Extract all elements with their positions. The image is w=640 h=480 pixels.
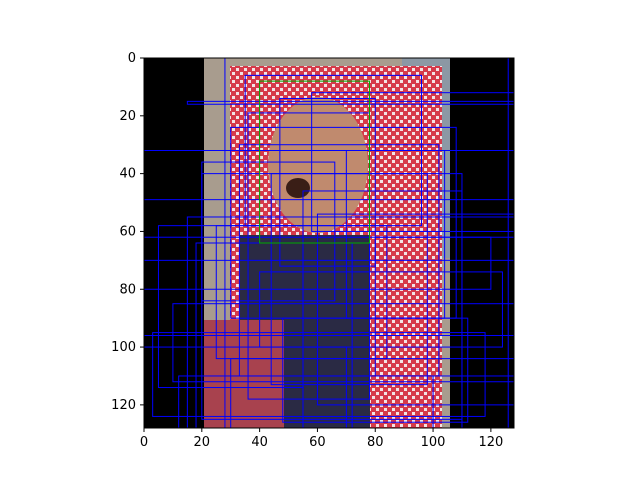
bounding-box xyxy=(247,112,370,400)
x-tick-label: 120 xyxy=(478,435,503,450)
bounding-box xyxy=(270,173,428,386)
highlight-boxes xyxy=(259,80,370,244)
bounding-box xyxy=(144,150,514,201)
y-tick-label: 0 xyxy=(128,51,136,66)
bounding-box xyxy=(178,375,434,428)
x-tick-label: 100 xyxy=(421,435,446,450)
bounding-box xyxy=(186,100,514,105)
y-tick-label: 40 xyxy=(119,167,136,182)
bounding-boxes xyxy=(144,58,514,428)
bounding-box xyxy=(259,271,503,348)
bounding-box xyxy=(311,92,514,232)
image-area xyxy=(144,58,514,428)
bounding-box xyxy=(279,97,376,267)
x-tick-label: 40 xyxy=(251,435,268,450)
y-tick-label: 120 xyxy=(111,398,136,413)
y-tick-label: 20 xyxy=(119,109,136,124)
x-tick-label: 0 xyxy=(140,435,148,450)
bounding-box xyxy=(157,225,304,389)
mouth xyxy=(286,178,310,198)
bounding-box xyxy=(230,358,514,428)
bounding-box xyxy=(244,74,422,227)
bounding-box xyxy=(186,216,514,428)
bounding-box xyxy=(172,303,514,383)
y-tick-label: 80 xyxy=(119,282,136,297)
x-tick-label: 60 xyxy=(309,435,326,450)
image-frame xyxy=(143,57,515,429)
lower-red-clothing xyxy=(204,320,284,428)
x-axis: 0 20 40 60 80 100 120 xyxy=(140,428,503,450)
bounding-box xyxy=(316,213,514,406)
x-tick-label: 80 xyxy=(367,435,384,450)
bounding-box xyxy=(152,332,486,417)
highlight-box xyxy=(259,80,370,244)
bounding-box xyxy=(144,346,347,428)
bounding-box xyxy=(374,236,514,377)
y-axis: 0 20 40 60 80 100 120 xyxy=(111,51,144,413)
face xyxy=(268,97,368,233)
bounding-box xyxy=(144,259,514,336)
y-tick-label: 100 xyxy=(111,340,136,355)
y-tick-label: 60 xyxy=(119,224,136,239)
x-tick-label: 20 xyxy=(194,435,211,450)
